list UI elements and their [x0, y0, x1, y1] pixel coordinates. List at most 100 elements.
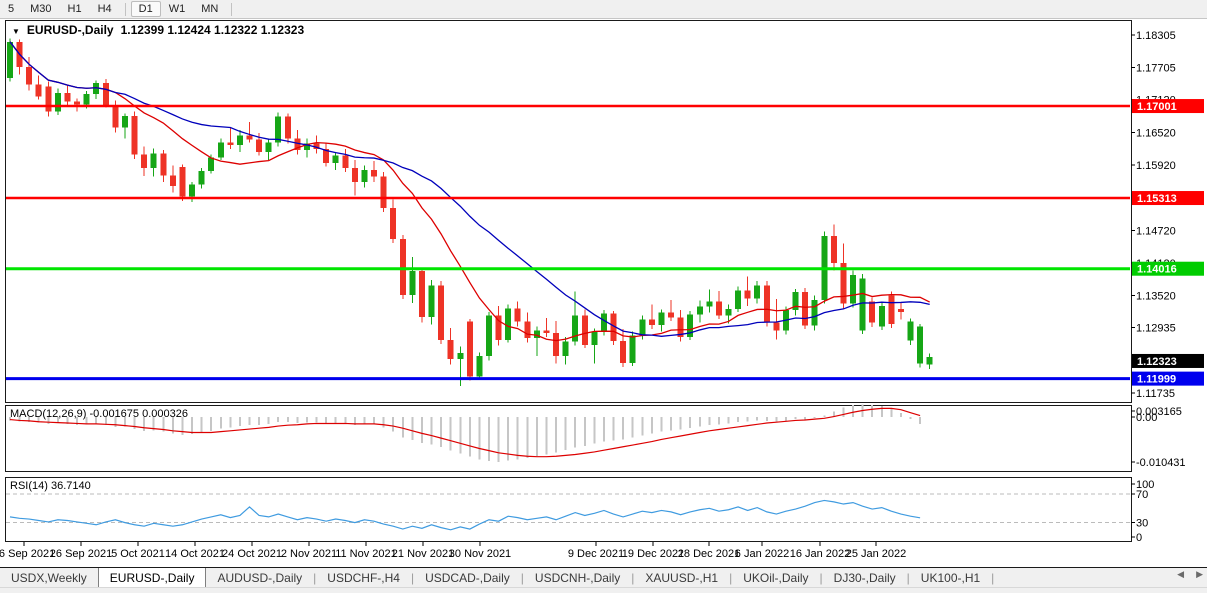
- toolbar-separator: [231, 2, 233, 16]
- candle-body: [380, 176, 387, 209]
- rsi-line: [9, 499, 921, 531]
- candle-body: [648, 319, 655, 326]
- timeframe-button-h1[interactable]: H1: [67, 3, 82, 15]
- tab-usdx-weekly[interactable]: USDX,Weekly: [11, 570, 87, 585]
- candle-body: [35, 84, 42, 97]
- candle-body: [600, 313, 607, 332]
- symbol-dropdown-icon[interactable]: ▼: [12, 26, 20, 36]
- candle-body: [275, 116, 282, 143]
- macd-indicator-label: MACD(12,26,9) -0.001675 0.000326: [10, 408, 188, 420]
- candle-body: [668, 312, 675, 318]
- candle-body: [7, 41, 13, 78]
- date-axis-label: 5 Oct 2021: [111, 548, 165, 560]
- candle-body: [533, 330, 540, 339]
- macd-axis-label: 0.00: [1136, 412, 1157, 424]
- candle-body: [878, 306, 885, 327]
- macd-panel: [5, 405, 1132, 472]
- price-axis-label: 1.11735: [1136, 388, 1175, 400]
- price-badge-label: 1.11999: [1137, 374, 1176, 386]
- timeframe-button-h4[interactable]: H4: [97, 3, 112, 15]
- price-axis-label: 1.15920: [1136, 160, 1176, 172]
- candle-body: [74, 101, 81, 105]
- date-axis-label: 30 Nov 2021: [449, 548, 511, 560]
- candle-body: [735, 290, 742, 309]
- price-axis-label: 1.12935: [1136, 323, 1176, 335]
- tab-dj30-daily[interactable]: DJ30-,Daily: [833, 570, 896, 585]
- candle-body: [572, 315, 579, 342]
- timeframe-button-w1[interactable]: W1: [168, 3, 186, 15]
- candle-body: [323, 149, 330, 163]
- price-badge-label: 1.12323: [1137, 356, 1177, 368]
- tabs-scroll-left-icon[interactable]: ◀: [1177, 569, 1185, 579]
- date-axis-label: 16 Jan 2022: [790, 548, 851, 560]
- candle-body: [83, 94, 90, 105]
- candle-body: [141, 154, 148, 169]
- candle-body: [284, 116, 291, 139]
- candle-body: [754, 285, 761, 299]
- tab-ukoil-daily[interactable]: UKOil-,Daily: [743, 570, 809, 585]
- rsi-panel: [5, 477, 1132, 542]
- candle-body: [447, 339, 454, 359]
- candle-body: [629, 335, 636, 363]
- candle-body: [802, 291, 809, 326]
- date-axis-label: 24 Oct 2021: [222, 548, 282, 560]
- chart-symbol-label: EURUSD-,Daily: [26, 23, 114, 37]
- candle-body: [236, 135, 243, 145]
- tab-separator: |: [410, 570, 415, 585]
- candle-body: [265, 142, 272, 152]
- candle-body: [744, 290, 751, 299]
- tab-separator: |: [729, 570, 733, 585]
- candle-body: [198, 170, 205, 185]
- timeframe-button-d1[interactable]: D1: [130, 1, 161, 17]
- tab-audusd-daily[interactable]: AUDUSD-,Daily: [217, 570, 303, 585]
- candle-body: [169, 175, 176, 187]
- candle-body: [553, 332, 560, 357]
- candle-body: [227, 142, 234, 145]
- toolbar-separator: [124, 2, 126, 16]
- date-axis-label: 2 Nov 2021: [281, 548, 337, 560]
- candle-body: [830, 235, 837, 264]
- price-badge-label: 1.14016: [1137, 264, 1177, 276]
- price-badge: [1132, 353, 1204, 368]
- date-axis-label: 21 Nov 2021: [392, 548, 454, 560]
- candle-body: [859, 278, 866, 331]
- price-axis-label: 1.16520: [1136, 127, 1176, 139]
- candle-body: [639, 319, 646, 336]
- candle-body: [466, 321, 473, 377]
- candle-body: [677, 317, 684, 338]
- tab-xauusd-h1[interactable]: XAUUSD-,H1: [645, 570, 719, 585]
- date-axis-label: 14 Oct 2021: [165, 548, 225, 560]
- status-bar: [0, 587, 1207, 593]
- candle-body: [45, 86, 52, 112]
- price-badge: [1132, 261, 1204, 276]
- tab-usdchf-h4[interactable]: USDCHF-,H4: [327, 570, 400, 585]
- timeframe-button-mn[interactable]: MN: [201, 3, 219, 15]
- date-axis-label: 16 Sep 2021: [0, 548, 55, 560]
- tabs-scroll-right-icon[interactable]: ▶: [1196, 569, 1203, 579]
- candle-body: [351, 168, 358, 182]
- candle-body: [715, 301, 722, 316]
- tab-separator: |: [313, 570, 317, 585]
- candle-body: [371, 169, 378, 177]
- candle-body: [763, 285, 770, 323]
- tab-usdcad-daily[interactable]: USDCAD-,Daily: [425, 570, 510, 585]
- tab-eurusd-daily[interactable]: EURUSD-,Daily: [97, 568, 207, 587]
- candle-body: [620, 340, 627, 363]
- macd-signal-line: [9, 407, 921, 458]
- timeframe-toolbar: 5 M30 H1 H4 D1 W1 MN: [0, 0, 1207, 19]
- timeframe-button-m30[interactable]: M30: [30, 3, 52, 15]
- tab-scroll-arrows: ◀ ▶: [1177, 569, 1203, 580]
- tab-separator: |: [819, 570, 823, 585]
- candle-body: [926, 356, 933, 365]
- timeframe-button-5[interactable]: 5: [8, 3, 15, 15]
- candle-body: [543, 330, 550, 333]
- tab-uk100-h1[interactable]: UK100-,H1: [920, 570, 981, 585]
- chart-title: ▼ EURUSD-,Daily 1.12399 1.12424 1.12322 …: [12, 23, 304, 37]
- candle-body: [332, 155, 339, 163]
- price-axis-label: 1.13520: [1136, 291, 1176, 303]
- price-axis-label: 1.14720: [1136, 225, 1176, 237]
- date-axis-label: 28 Dec 2021: [678, 548, 740, 560]
- ma-slow-line: [9, 41, 930, 337]
- tab-usdcnh-daily[interactable]: USDCNH-,Daily: [534, 570, 621, 585]
- candle-body: [102, 83, 109, 106]
